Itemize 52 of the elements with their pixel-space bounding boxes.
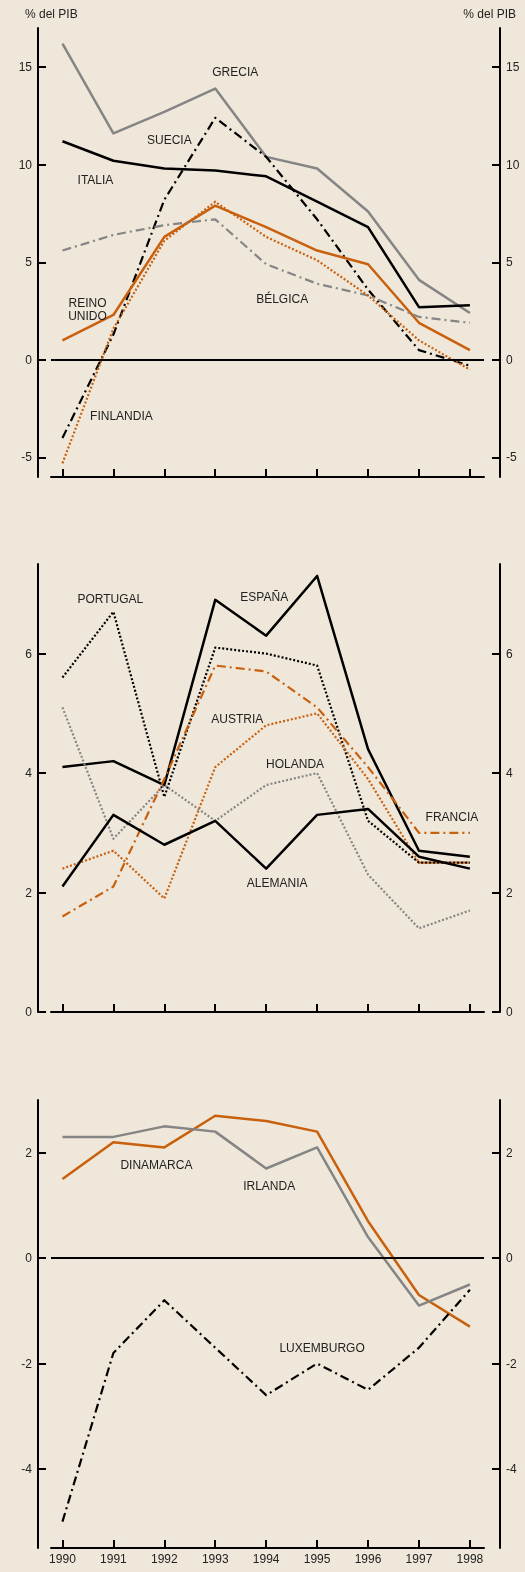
y2-tick-label: 2 [506,885,513,900]
y-tick-label: 0 [25,352,33,367]
series-label: ESPAÑA [240,589,289,604]
y2-tick-label: 0 [506,352,513,367]
x-tick-label: 1995 [303,1552,331,1566]
series-label: GRECIA [212,64,259,79]
y2-tick-label: -2 [506,1356,517,1371]
y2-tick-label: 2 [506,1145,513,1160]
y-tick-label: 4 [25,766,33,781]
series-label: IRLANDA [243,1178,296,1193]
y-tick-label: 15 [18,60,33,75]
y2-tick-label: -5 [506,450,517,465]
y2-tick-label: 6 [506,646,513,661]
y2-tick-label: 4 [506,766,513,781]
y2-tick-label: 15 [506,60,520,75]
series-label: HOLANDA [266,757,325,772]
y-tick-label: 2 [25,885,33,900]
y-axis-title: % del PIB [25,7,78,21]
y-tick-label: -5 [21,450,33,465]
y-tick-label: 6 [25,646,33,661]
x-tick-label: 1994 [252,1552,280,1566]
x-tick-label: 1996 [354,1552,382,1566]
x-tick-label: 1998 [456,1552,484,1566]
series-label: PORTUGAL [77,591,144,606]
y2-axis-title: % del PIB [463,7,516,21]
series-label: ALEMANIA [246,875,308,890]
y-tick-label: 5 [25,255,33,270]
y2-tick-label: 0 [506,1005,513,1019]
series-label: FINLANDIA [90,409,153,424]
x-tick-label: 1992 [150,1552,178,1566]
series-label: SUECIA [146,132,192,147]
x-tick-label: 1993 [201,1552,229,1566]
y-tick-label: 0 [25,1251,33,1266]
series-label: AUSTRIA [211,712,264,727]
y2-tick-label: -4 [506,1461,517,1476]
x-tick-label: 1990 [49,1552,77,1566]
series-label: BÉLGICA [256,291,309,307]
x-tick-label: 1997 [405,1552,433,1566]
y2-tick-label: 5 [506,255,513,270]
y-tick-label: 2 [25,1145,33,1160]
series-label: FRANCIA [425,809,479,824]
series-label: DINAMARCA [120,1158,193,1173]
series-label: REINO UNIDO [68,295,107,323]
y-tick-label: 0 [25,1005,33,1019]
y2-tick-label: 10 [506,157,520,172]
y-tick-label: -4 [21,1461,33,1476]
x-tick-label: 1991 [100,1552,128,1566]
series-label: ITALIA [77,173,114,188]
y-tick-label: -2 [21,1356,33,1371]
series-label: LUXEMBURGO [279,1340,365,1355]
y-tick-label: 10 [18,157,33,172]
y2-tick-label: 0 [506,1251,513,1266]
